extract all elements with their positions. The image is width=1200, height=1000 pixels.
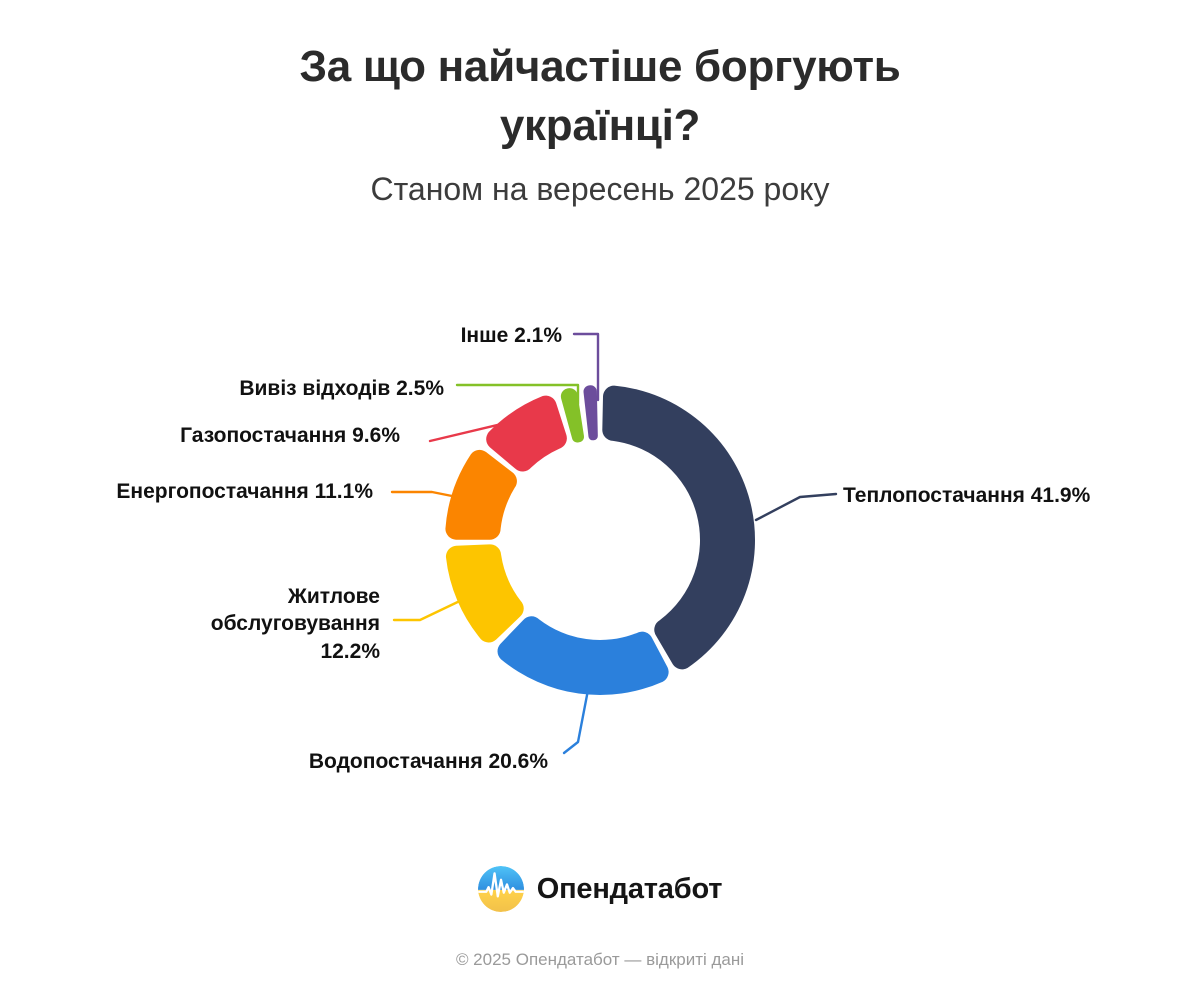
leader-line	[390, 490, 474, 502]
page-title: За що найчастіше боргують українці?	[299, 42, 901, 150]
leader-line	[392, 586, 489, 622]
leader-line	[428, 404, 535, 443]
opendatabot-pulse-logo-icon	[477, 866, 524, 912]
chart-header: За що найчастіше боргують українці? Стан…	[0, 38, 1200, 208]
slice-label: Водопостачання 20.6%	[308, 750, 548, 773]
donut-slice[interactable]	[445, 449, 517, 540]
donut-slice[interactable]	[583, 385, 598, 441]
chart-subtitle: Станом на вересень 2025 року	[370, 171, 830, 208]
donut-slice[interactable]	[445, 544, 524, 643]
donut-slice[interactable]	[486, 395, 567, 472]
copyright-footnote: © 2025 Опендатабот — відкриті дані	[455, 950, 745, 969]
slice-label: Газопостачання 9.6%	[180, 424, 400, 447]
slice-label: Житлове обслуговування 12.2%	[210, 585, 380, 663]
leader-line	[562, 688, 590, 755]
slice-label: Енергопостачання 11.1%	[116, 480, 373, 503]
leader-line	[572, 332, 600, 402]
slice-label: Теплопостачання 41.9%	[843, 484, 1091, 507]
donut-slice[interactable]	[560, 388, 585, 443]
donut-slice[interactable]	[602, 385, 756, 670]
leader-line	[455, 383, 580, 406]
brand-block: Опендатабот	[0, 866, 1200, 912]
slice-label: Інше 2.1%	[460, 324, 562, 347]
leader-line	[754, 492, 838, 522]
brand-name: Опендатабот	[536, 872, 723, 905]
donut-slice[interactable]	[497, 616, 669, 696]
slice-label: Вивіз відходів 2.5%	[239, 377, 444, 400]
